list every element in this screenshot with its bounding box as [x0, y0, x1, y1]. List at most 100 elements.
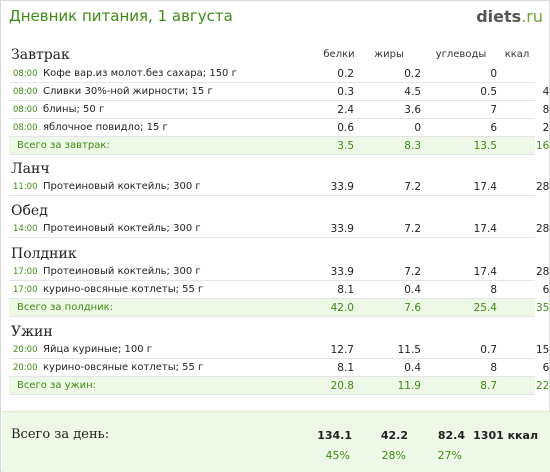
col-fat: жиры: [374, 49, 404, 60]
meal-title-supper: Ужин: [11, 324, 53, 340]
total-carbs: 8.7: [480, 380, 497, 392]
logo-tld: .ru: [521, 7, 543, 26]
item-time: 17:00: [13, 267, 38, 277]
item-time: 11:00: [13, 182, 38, 192]
item-name: Яйца куриные; 100 г: [43, 344, 153, 355]
page-title: Дневник питания, 1 августа: [9, 7, 233, 25]
item-protein: 8.1: [337, 362, 354, 374]
item-kcal: 283: [535, 266, 550, 278]
site-logo[interactable]: diets.ru: [476, 7, 543, 26]
item-carbs: 6: [490, 122, 497, 134]
item-name: Сливки 30%-ной жирности; 15 г: [43, 86, 213, 97]
item-time: 20:00: [13, 345, 38, 355]
item-protein: 0.6: [337, 122, 354, 134]
table-row: 14:00 Протеиновый коктейль; 300 г 33.9 7…: [9, 220, 550, 238]
total-label: Всего за завтрак:: [17, 140, 110, 151]
item-time: 08:00: [13, 87, 38, 97]
item-fat: 7.2: [404, 266, 421, 278]
item-kcal: 3: [516, 68, 550, 80]
item-time: 20:00: [13, 363, 38, 373]
table-row: 08:00 блины; 50 г 2.4 3.6 7 85: [9, 101, 550, 119]
day-total-carbs: 82.4: [437, 429, 465, 442]
day-carbs-percent: 27%: [437, 449, 462, 462]
item-fat: 11.5: [397, 344, 421, 356]
item-name: Кофе вар.из молот.без сахара; 150 г: [43, 68, 237, 79]
table-row: 20:00 курино-овсяные котлеты; 55 г 8.1 0…: [9, 359, 550, 377]
item-fat: 0.4: [404, 284, 421, 296]
item-kcal: 29: [542, 122, 550, 134]
item-carbs: 0.5: [480, 86, 497, 98]
logo-main: diets: [476, 7, 522, 26]
total-kcal: 223: [535, 380, 550, 392]
item-fat: 0: [414, 122, 421, 134]
item-kcal: 85: [542, 104, 550, 116]
day-protein-percent: 45%: [325, 449, 350, 462]
item-time: 14:00: [13, 224, 38, 234]
item-protein: 12.7: [330, 344, 354, 356]
total-kcal: 160: [535, 140, 550, 152]
item-kcal: 283: [535, 223, 550, 235]
item-carbs: 17.4: [473, 266, 497, 278]
col-carbs: углеводы: [435, 49, 487, 60]
table-row: 17:00 Протеиновый коктейль; 300 г 33.9 7…: [9, 263, 550, 281]
total-protein: 3.5: [337, 140, 354, 152]
item-time: 08:00: [13, 105, 38, 115]
item-fat: 7.2: [404, 181, 421, 193]
item-name: блины; 50 г: [43, 104, 105, 115]
table-row: 08:00 Кофе вар.из молот.без сахара; 150 …: [9, 65, 550, 83]
item-carbs: 17.4: [473, 181, 497, 193]
item-fat: 4.5: [404, 86, 421, 98]
meal-title-lunch: Ланч: [11, 161, 50, 177]
col-kcal: ккал: [504, 49, 530, 60]
item-kcal: 43: [542, 86, 550, 98]
total-carbs: 13.5: [473, 140, 497, 152]
item-time: 08:00: [13, 69, 38, 79]
table-row: 08:00 яблочное повидло; 15 г 0.6 0 6 29: [9, 119, 550, 137]
item-name: Протеиновый коктейль; 300 г: [43, 223, 201, 234]
total-fat: 11.9: [397, 380, 421, 392]
day-total-label: Всего за день:: [11, 427, 110, 442]
item-protein: 0.2: [337, 68, 354, 80]
meal-title-breakfast: Завтрак: [11, 47, 70, 63]
meal-total-supper: Всего за ужин: 20.8 11.9 8.7 223: [9, 377, 550, 395]
item-carbs: 0.7: [480, 344, 497, 356]
item-kcal: 283: [535, 181, 550, 193]
table-row: 17:00 курино-овсяные котлеты; 55 г 8.1 0…: [9, 281, 550, 299]
item-name: яблочное повидло; 15 г: [43, 122, 168, 133]
total-fat: 8.3: [404, 140, 421, 152]
meal-title-snack: Полдник: [11, 246, 77, 262]
total-kcal: 352: [535, 302, 550, 314]
total-fat: 7.6: [404, 302, 421, 314]
total-carbs: 25.4: [473, 302, 497, 314]
meal-total-snack: Всего за полдник: 42.0 7.6 25.4 352: [9, 299, 550, 317]
table-row: 20:00 Яйца куриные; 100 г 12.7 11.5 0.7 …: [9, 341, 550, 359]
table-row: 08:00 Сливки 30%-ной жирности; 15 г 0.3 …: [9, 83, 550, 101]
total-protein: 20.8: [330, 380, 354, 392]
item-fat: 3.6: [404, 104, 421, 116]
item-protein: 0.3: [337, 86, 354, 98]
item-fat: 0.2: [404, 68, 421, 80]
total-protein: 42.0: [330, 302, 354, 314]
table-row: 11:00 Протеиновый коктейль; 300 г 33.9 7…: [9, 178, 550, 196]
item-carbs: 7: [490, 104, 497, 116]
item-protein: 33.9: [330, 266, 354, 278]
day-total-fat: 42.2: [380, 429, 408, 442]
total-label: Всего за ужин:: [17, 380, 97, 391]
item-protein: 8.1: [337, 284, 354, 296]
item-carbs: 8: [490, 284, 497, 296]
day-fat-percent: 28%: [381, 449, 406, 462]
item-protein: 2.4: [337, 104, 354, 116]
item-protein: 33.9: [330, 181, 354, 193]
item-fat: 7.2: [404, 223, 421, 235]
item-kcal: 154: [535, 344, 550, 356]
header: Дневник питания, 1 августа diets.ru: [9, 7, 543, 29]
item-name: Протеиновый коктейль; 300 г: [43, 266, 201, 277]
col-protein: белки: [323, 49, 355, 60]
item-kcal: 69: [542, 362, 550, 374]
item-time: 08:00: [13, 123, 38, 133]
item-fat: 0.4: [404, 362, 421, 374]
item-carbs: 0: [490, 68, 497, 80]
item-carbs: 8: [490, 362, 497, 374]
item-name: курино-овсяные котлеты; 55 г: [43, 284, 204, 295]
